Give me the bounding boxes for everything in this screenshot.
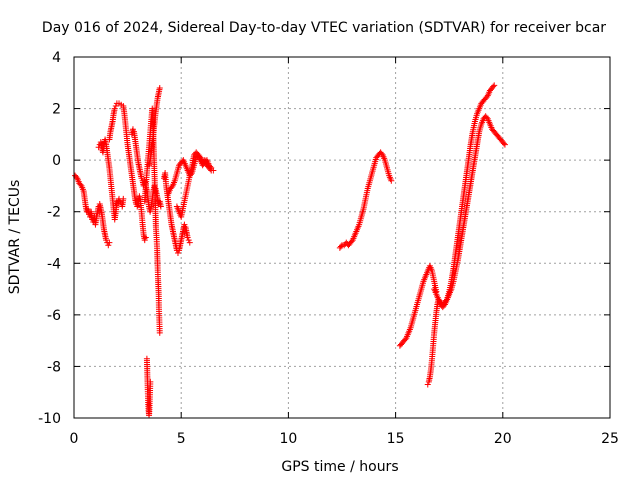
y-tick-label: -2 (47, 205, 61, 221)
data-point (337, 243, 344, 250)
y-tick-label: -4 (47, 256, 61, 272)
data-point (157, 203, 164, 210)
data-point (181, 221, 188, 228)
y-tick-label: 2 (52, 102, 61, 118)
grid-layer (74, 57, 610, 418)
data-point (490, 83, 497, 90)
y-axis-title: SDTVAR / TECUs (7, 180, 23, 295)
data-point (120, 195, 127, 202)
data-point (142, 234, 149, 241)
data-point (348, 238, 355, 245)
y-tick-label: -10 (38, 411, 61, 427)
data-point (117, 198, 124, 205)
data-point (184, 234, 191, 241)
data-point (174, 249, 181, 256)
data-point (424, 381, 431, 388)
data-point (194, 150, 201, 157)
data-point (129, 126, 136, 133)
y-tick-label: -8 (47, 359, 61, 375)
data-point (483, 114, 490, 121)
x-tick-label: 5 (177, 431, 186, 447)
data-point (103, 237, 110, 244)
data-point (402, 336, 409, 343)
chart-title: Day 016 of 2024, Sidereal Day-to-day VTE… (42, 20, 606, 36)
y-tick-label: 0 (52, 153, 61, 169)
plot-frame (73, 56, 611, 419)
y-tick-label: 4 (52, 50, 61, 66)
data-point (208, 164, 215, 171)
y-tick-label: -6 (47, 308, 61, 324)
x-tick-label: 20 (494, 431, 512, 447)
data-point (378, 150, 385, 157)
x-tick-label: 10 (279, 431, 297, 447)
data-point (105, 242, 112, 249)
x-axis-title: GPS time / hours (281, 459, 398, 475)
data-point (168, 184, 175, 191)
data-point (501, 141, 508, 148)
data-point (388, 177, 395, 184)
data-point (77, 181, 84, 188)
data-point (483, 93, 490, 100)
data-point (207, 163, 214, 170)
data-points-layer (72, 82, 508, 419)
x-tick-label: 15 (387, 431, 405, 447)
data-point (500, 140, 507, 147)
data-point (141, 237, 148, 244)
data-point (440, 302, 447, 309)
data-point (156, 84, 163, 91)
x-tick-label: 25 (601, 431, 619, 447)
ticks-layer: 0 5 10 15 20 25 -10 -8 -6 -4 -2 0 2 4 (38, 50, 619, 447)
data-point (106, 239, 113, 246)
data-point (491, 82, 498, 89)
x-tick-label: 0 (70, 431, 79, 447)
data-point (138, 175, 145, 182)
data-point (156, 329, 163, 336)
data-point (185, 237, 192, 244)
data-point (147, 378, 154, 385)
data-point (112, 102, 119, 109)
data-point (111, 105, 118, 112)
data-point (186, 239, 193, 246)
